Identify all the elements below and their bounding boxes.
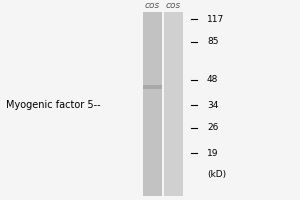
Bar — [142, 85, 162, 89]
Text: 26: 26 — [207, 123, 218, 132]
Text: 34: 34 — [207, 100, 218, 110]
Text: 19: 19 — [207, 148, 218, 158]
Text: 48: 48 — [207, 75, 218, 84]
Bar — [142, 12, 162, 196]
Text: 117: 117 — [207, 15, 224, 23]
Text: cos: cos — [166, 1, 181, 10]
Text: Myogenic factor 5--: Myogenic factor 5-- — [6, 100, 100, 110]
Bar — [164, 12, 183, 196]
Text: (kD): (kD) — [207, 170, 226, 178]
Text: cos: cos — [145, 1, 160, 10]
Text: 85: 85 — [207, 38, 218, 46]
